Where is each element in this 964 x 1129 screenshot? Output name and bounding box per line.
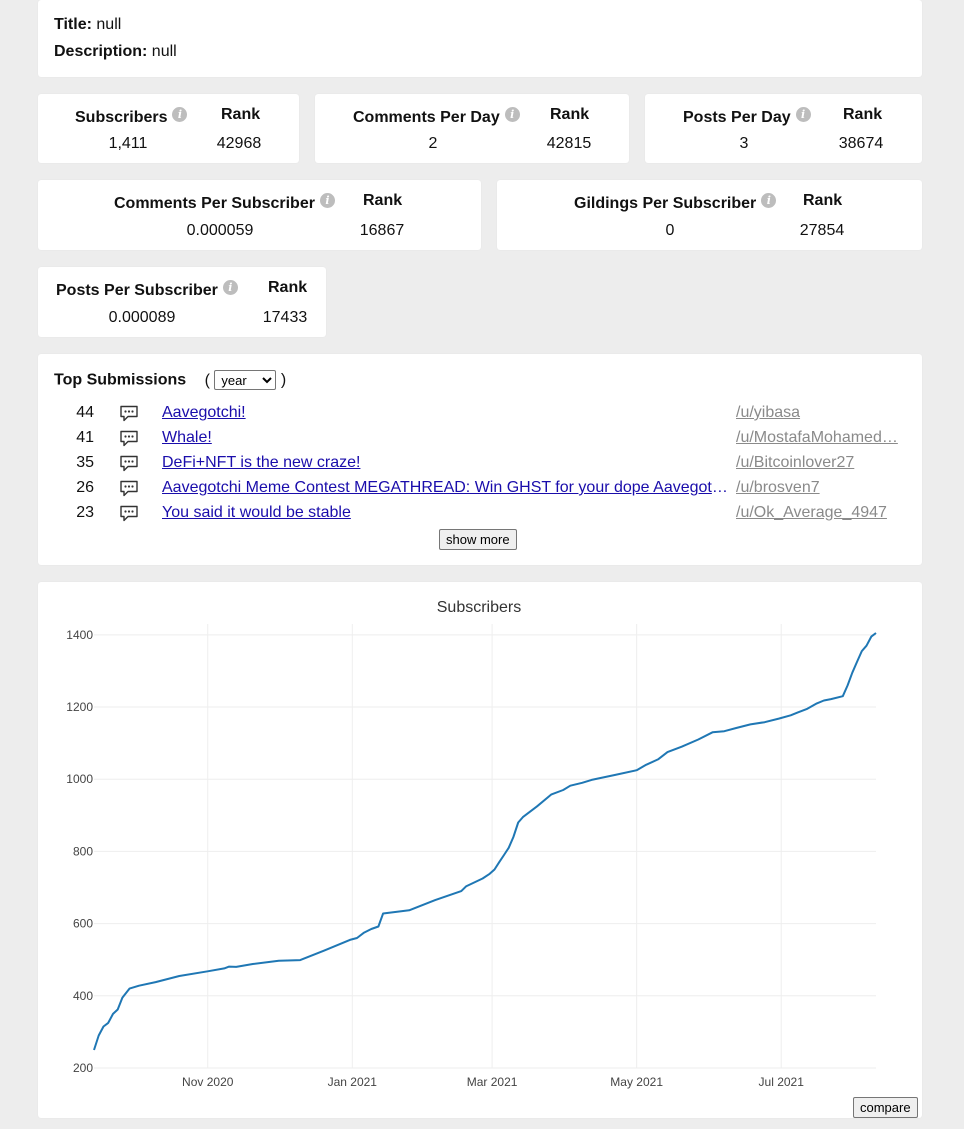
posts-per-subscriber-value: 0.000089 — [108, 309, 176, 326]
comments-per-day-rank-label: Rank — [550, 106, 590, 123]
subscribers-rank-label: Rank — [221, 106, 261, 123]
y-tick-label: 1400 — [66, 628, 93, 642]
submission-title-link[interactable]: DeFi+NFT is the new craze! — [162, 454, 361, 471]
submission-score: 44 — [76, 404, 94, 421]
comments-per-subscriber-rank-value: 16867 — [359, 222, 405, 239]
comment-icon[interactable] — [119, 480, 139, 502]
submission-title-link[interactable]: Whale! — [162, 429, 212, 446]
list-item: 23 You said it would be stable /u/Ok_Ave… — [54, 501, 938, 526]
comments-per-subscriber-value: 0.000059 — [186, 222, 254, 239]
y-tick-label: 400 — [73, 989, 93, 1003]
submission-title-link[interactable]: Aavegotchi! — [162, 404, 246, 421]
comments-per-subscriber-rank-label: Rank — [363, 192, 403, 209]
list-item: 44 Aavegotchi! /u/yibasa — [54, 401, 938, 426]
period-select[interactable]: year — [214, 370, 277, 390]
submission-score: 41 — [76, 429, 94, 446]
x-tick-label: Nov 2020 — [182, 1075, 234, 1089]
comment-icon[interactable] — [119, 505, 139, 527]
posts-per-day-rank-label: Rank — [843, 106, 883, 123]
subscribers-value: 1,411 — [108, 135, 148, 152]
submission-title-link[interactable]: Aavegotchi Meme Contest MEGATHREAD: Win … — [162, 479, 730, 496]
show-more-button[interactable]: show more — [439, 529, 517, 550]
description-value: null — [151, 43, 177, 60]
x-tick-label: May 2021 — [610, 1075, 663, 1089]
description-label: Description: — [54, 43, 148, 60]
gildings-per-subscriber-value: 0 — [665, 222, 675, 239]
info-icon[interactable]: i — [504, 107, 520, 122]
gildings-per-subscriber-rank-label: Rank — [803, 192, 843, 209]
paren-open: ( — [204, 371, 210, 389]
submission-score: 35 — [76, 454, 94, 471]
comments-per-day-rank-value: 42815 — [546, 135, 592, 152]
posts-per-day-value: 3 — [739, 135, 749, 152]
y-tick-label: 200 — [73, 1061, 93, 1075]
submission-user-link[interactable]: /u/Ok_Average_4947 — [736, 504, 887, 521]
subscribers-rank-value: 42968 — [216, 135, 262, 152]
info-icon[interactable]: i — [795, 107, 811, 122]
comments-per-day-stat-card: Comments Per Day i Rank 2 42815 — [315, 94, 629, 163]
comments-per-subscriber-label: Comments Per Subscriber i — [114, 193, 335, 213]
posts-per-subscriber-stat-card: Posts Per Subscriber i Rank 0.000089 1743… — [38, 267, 326, 337]
submission-user-link[interactable]: /u/brosven7 — [736, 479, 820, 496]
posts-per-subscriber-rank-label: Rank — [268, 279, 308, 296]
posts-per-subscriber-rank-value: 17433 — [262, 309, 308, 326]
info-icon[interactable]: i — [761, 193, 777, 208]
paren-close: ) — [280, 371, 287, 389]
posts-per-day-stat-card: Posts Per Day i Rank 3 38674 — [645, 94, 922, 163]
gildings-per-subscriber-rank-value: 27854 — [799, 222, 845, 239]
description-line: Description: null — [54, 38, 177, 65]
submission-score: 23 — [76, 504, 94, 521]
submission-title-link[interactable]: You said it would be stable — [162, 504, 351, 521]
top-submissions-heading: Top Submissions — [54, 371, 187, 389]
posts-per-day-rank-value: 38674 — [838, 135, 884, 152]
posts-per-subscriber-label: Posts Per Subscriber i — [56, 280, 238, 300]
gildings-per-subscriber-label: Gildings Per Subscriber i — [574, 193, 777, 213]
subscribers-chart-card: Subscribers 200 400 600 800 1000 1200 1400 Nov… — [38, 582, 922, 1118]
title-label: Title: — [54, 16, 92, 33]
list-item: 26 Aavegotchi Meme Contest MEGATHREAD: W… — [54, 476, 938, 501]
comment-icon[interactable] — [119, 430, 139, 452]
y-tick-label: 800 — [73, 844, 93, 858]
list-item: 35 DeFi+NFT is the new craze! /u/Bitcoin… — [54, 451, 938, 476]
submission-user-link[interactable]: /u/yibasa — [736, 404, 801, 421]
subscribers-label: Subscribers i — [75, 107, 188, 127]
gildings-per-subscriber-stat-card: Gildings Per Subscriber i Rank 0 27854 — [497, 180, 922, 250]
chart-title: Subscribers — [437, 599, 521, 616]
comments-per-day-label: Comments Per Day i — [353, 107, 520, 127]
title-value: null — [96, 16, 122, 33]
comments-per-subscriber-stat-card: Comments Per Subscriber i Rank 0.000059 1… — [38, 180, 481, 250]
info-icon[interactable]: i — [222, 280, 238, 295]
x-tick-label: Mar 2021 — [467, 1075, 518, 1089]
top-submissions-header: Top Submissions ( year ) — [54, 370, 286, 390]
subscribers-chart: Subscribers 200 400 600 800 1000 1200 1400 Nov… — [66, 599, 877, 1089]
compare-button[interactable]: compare — [853, 1097, 918, 1118]
submission-score: 26 — [76, 479, 94, 496]
comment-icon[interactable] — [119, 455, 139, 477]
posts-per-day-label: Posts Per Day i — [683, 107, 811, 127]
y-tick-label: 600 — [73, 917, 93, 931]
y-tick-label: 1200 — [66, 700, 93, 714]
submission-user-link[interactable]: /u/Bitcoinlover27 — [736, 454, 855, 471]
y-tick-label: 1000 — [66, 772, 93, 786]
subscribers-stat-card: Subscribers i Rank 1,411 42968 — [38, 94, 299, 163]
comments-per-day-value: 2 — [428, 135, 438, 152]
x-tick-label: Jul 2021 — [759, 1075, 805, 1089]
top-submissions-card: Top Submissions ( year ) 44 Aavegotchi! … — [38, 354, 922, 565]
list-item: 41 Whale! /u/MostafaMohamed… — [54, 426, 938, 451]
subreddit-info-card: Title: null Description: null — [38, 0, 922, 77]
series-line-subscribers — [93, 632, 877, 1051]
info-icon[interactable]: i — [172, 107, 188, 122]
comment-icon[interactable] — [119, 405, 139, 427]
info-icon[interactable]: i — [319, 193, 335, 208]
title-line: Title: null — [54, 11, 121, 38]
submissions-list: 44 Aavegotchi! /u/yibasa 41 Whale! /u/Mo… — [54, 401, 922, 531]
submission-user-link[interactable]: /u/MostafaMohamed… — [736, 429, 898, 446]
x-tick-label: Jan 2021 — [328, 1075, 378, 1089]
